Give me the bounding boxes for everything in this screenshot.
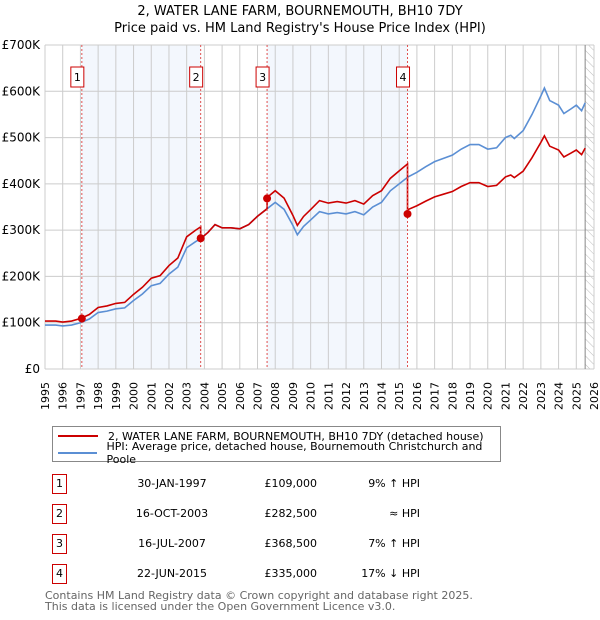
- x-tick-label: 2022: [517, 382, 530, 410]
- y-tick-label: £400K: [2, 177, 42, 191]
- marker-number: 3: [52, 534, 67, 554]
- legend-label: 2, WATER LANE FARM, BOURNEMOUTH, BH10 7D…: [108, 429, 484, 443]
- date: 16-JUL-2007: [138, 537, 206, 550]
- x-tick-label: 2015: [393, 382, 406, 410]
- footer-line: Contains HM Land Registry data © Crown c…: [45, 589, 473, 602]
- sale-point: [77, 314, 86, 323]
- date: 30-JAN-1997: [137, 477, 207, 490]
- y-tick-label: £500K: [2, 131, 42, 145]
- x-tick-label: 2023: [535, 382, 548, 410]
- y-tick-label: £200K: [2, 269, 42, 283]
- x-tick-label: 2011: [322, 382, 335, 410]
- legend-swatch-blue: [58, 452, 97, 454]
- shaded-period: [267, 45, 408, 369]
- x-tick-label: 2017: [429, 382, 442, 410]
- y-tick-label: £0: [25, 362, 40, 376]
- x-tick-label: 1995: [39, 382, 52, 410]
- subtitle: Price paid vs. HM Land Registry's House …: [114, 21, 486, 36]
- x-tick-label: 2008: [269, 382, 282, 410]
- price: £368,500: [264, 537, 318, 550]
- hpi-compare: 17% ↓ HPI: [361, 567, 420, 580]
- x-tick-label: 2013: [358, 382, 371, 410]
- legend-item-property: 2, WATER LANE FARM, BOURNEMOUTH, BH10 7D…: [58, 428, 484, 444]
- x-tick-label: 1996: [57, 382, 70, 410]
- footer: Contains HM Land Registry data © Crown c…: [45, 590, 473, 612]
- legend-item-hpi: HPI: Average price, detached house, Bour…: [58, 440, 500, 466]
- x-tick-label: 2026: [588, 382, 600, 410]
- x-tick-label: 2016: [411, 382, 424, 410]
- price: £109,000: [264, 477, 318, 490]
- x-tick-label: 2014: [375, 382, 388, 410]
- transaction-row: 4 22-JUN-2015 £335,000 17% ↓ HPI: [52, 564, 452, 584]
- y-tick-label: £100K: [2, 316, 42, 330]
- x-tick-label: 2021: [499, 382, 512, 410]
- sale-marker-label: 4: [400, 71, 407, 84]
- x-tick-label: 2010: [305, 382, 318, 410]
- x-tick-label: 1998: [92, 382, 105, 410]
- price: £335,000: [264, 567, 318, 580]
- x-tick-label: 1999: [110, 382, 123, 410]
- sale-marker-label: 1: [74, 71, 81, 84]
- legend-label: HPI: Average price, detached house, Bour…: [106, 440, 483, 466]
- marker-number: 2: [52, 504, 67, 524]
- date: 22-JUN-2015: [136, 567, 208, 580]
- x-tick-label: 2024: [553, 382, 566, 410]
- x-tick-label: 1997: [74, 382, 87, 410]
- marker-number: 4: [52, 564, 67, 584]
- sale-marker-box: [396, 66, 411, 88]
- legend-swatch-red: [58, 435, 98, 437]
- x-tick-label: 2018: [446, 382, 459, 410]
- sale-point: [403, 209, 412, 218]
- hpi-line: [45, 86, 586, 327]
- transaction-row: 2 16-OCT-2003 £282,500 ≈ HPI: [52, 504, 452, 524]
- x-tick-label: 2004: [198, 382, 211, 410]
- x-tick-label: 2005: [216, 382, 229, 410]
- sale-marker-label: 3: [259, 71, 266, 84]
- sale-point: [263, 194, 272, 203]
- x-tick-label: 2019: [464, 382, 477, 410]
- legend: 2, WATER LANE FARM, BOURNEMOUTH, BH10 7D…: [52, 426, 501, 466]
- y-tick-label: £700K: [2, 38, 42, 52]
- y-tick-label: £300K: [2, 223, 42, 237]
- y-tick-label: £600K: [2, 84, 42, 98]
- x-tick-label: 2003: [181, 382, 194, 410]
- x-tick-label: 2012: [340, 382, 353, 410]
- x-tick-label: 2006: [234, 382, 247, 410]
- x-tick-label: 2025: [570, 382, 583, 410]
- price-chart: 1995 1996 1997 1998 1999 2000 2001 2002 2003 2004…: [2, 38, 600, 410]
- x-tick-label: 2001: [145, 382, 158, 410]
- marker-number: 1: [52, 474, 67, 494]
- shaded-period: [81, 45, 201, 369]
- property-price-line: [45, 134, 586, 323]
- date: 16-OCT-2003: [135, 507, 209, 520]
- sale-marker-box: [189, 66, 204, 88]
- title: 2, WATER LANE FARM, BOURNEMOUTH, BH10 7D…: [137, 4, 463, 19]
- sale-marker-label: 2: [193, 71, 200, 84]
- hpi-compare: 7% ↑ HPI: [368, 537, 420, 550]
- sale-point: [196, 234, 205, 243]
- x-tick-label: 2020: [482, 382, 495, 410]
- footer-line: This data is licensed under the Open Gov…: [45, 600, 396, 613]
- price: £282,500: [264, 507, 318, 520]
- sale-marker-box: [70, 66, 85, 88]
- sale-marker-box: [255, 66, 270, 88]
- x-tick-label: 2002: [163, 382, 176, 410]
- x-tick-label: 2007: [252, 382, 265, 410]
- transaction-row: 3 16-JUL-2007 £368,500 7% ↑ HPI: [52, 534, 452, 554]
- x-tick-label: 2009: [287, 382, 300, 410]
- hpi-compare: ≈ HPI: [389, 507, 420, 520]
- transaction-row: 1 30-JAN-1997 £109,000 9% ↑ HPI: [52, 474, 452, 494]
- x-tick-label: 2000: [128, 382, 141, 410]
- hpi-compare: 9% ↑ HPI: [368, 477, 420, 490]
- chart-title: 2, WATER LANE FARM, BOURNEMOUTH, BH10 7D…: [0, 3, 600, 37]
- future-hatch: [585, 45, 594, 369]
